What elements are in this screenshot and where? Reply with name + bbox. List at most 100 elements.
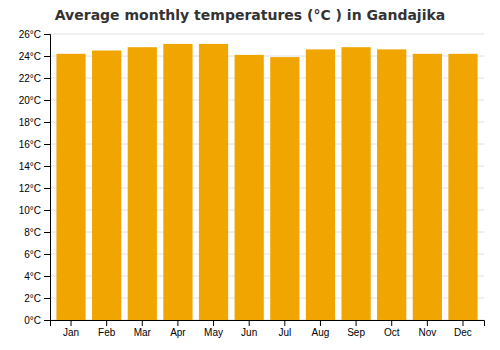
- tick-mark: [44, 210, 50, 211]
- tick-label: Jul: [278, 327, 291, 338]
- tick-mark: [44, 78, 50, 79]
- tick-label: Mar: [134, 327, 152, 338]
- chart: 0°C 2°C 4°C 6°C 8°C 10°C 12°C 14°C 16°C 18°C 20°C 2…: [0, 0, 500, 350]
- tick-mark: [391, 320, 392, 326]
- tick-label: Apr: [170, 327, 186, 338]
- tick: Aug: [312, 320, 330, 338]
- tick: Jul: [278, 320, 291, 338]
- tick: 2°C: [24, 293, 50, 304]
- tick-mark: [44, 56, 50, 57]
- tick-label: 0°C: [24, 315, 41, 326]
- tick-label: May: [204, 327, 223, 338]
- tick: Dec: [454, 320, 472, 338]
- bar: [92, 51, 121, 321]
- axis-line: [51, 321, 485, 327]
- axis-line: [44, 35, 51, 321]
- tick-label: 12°C: [19, 183, 41, 194]
- tick-label: Aug: [312, 327, 330, 338]
- tick: 6°C: [24, 249, 50, 260]
- tick-label: 20°C: [19, 95, 41, 106]
- tick-label: 24°C: [19, 51, 41, 62]
- tick: May: [204, 320, 223, 338]
- tick: 24°C: [19, 51, 50, 62]
- bar: [163, 44, 192, 320]
- bar: [341, 47, 370, 320]
- bar: [413, 54, 442, 320]
- bar: [270, 57, 299, 320]
- tick-mark: [44, 232, 50, 233]
- tick-mark: [213, 320, 214, 326]
- tick: Apr: [170, 320, 186, 338]
- tick-mark: [320, 320, 321, 326]
- tick-mark: [44, 166, 50, 167]
- tick: Jun: [241, 320, 257, 338]
- tick: 10°C: [19, 205, 50, 216]
- tick-label: 6°C: [24, 249, 41, 260]
- tick: Feb: [98, 320, 116, 338]
- bar: [128, 47, 157, 320]
- title: Average monthly temperatures (°C ) in Ga…: [55, 7, 445, 23]
- tick-label: Jun: [241, 327, 257, 338]
- tick: 26°C: [19, 29, 50, 40]
- tick-mark: [249, 320, 250, 326]
- tick-mark: [356, 320, 357, 326]
- bar: [306, 49, 335, 320]
- tick-mark: [462, 320, 463, 326]
- bar: [56, 54, 85, 320]
- tick-mark: [44, 320, 50, 321]
- grid: [50, 34, 484, 320]
- tick-label: Dec: [454, 327, 472, 338]
- tick-label: 4°C: [24, 271, 41, 282]
- tick-mark: [427, 320, 428, 326]
- y-axis: 0°C 2°C 4°C 6°C 8°C 10°C 12°C 14°C 16°C 18°C 20°C 2…: [19, 29, 51, 326]
- tick-mark: [177, 320, 178, 326]
- tick-label: Oct: [384, 327, 400, 338]
- tick-mark: [44, 34, 50, 35]
- tick: Oct: [384, 320, 400, 338]
- tick-label: Sep: [347, 327, 365, 338]
- tick: Nov: [418, 320, 436, 338]
- bars: [56, 44, 477, 320]
- bar: [448, 54, 477, 320]
- tick: 14°C: [19, 161, 50, 172]
- tick: 18°C: [19, 117, 50, 128]
- tick-mark: [142, 320, 143, 326]
- tick-mark: [71, 320, 72, 326]
- plot: 0°C 2°C 4°C 6°C 8°C 10°C 12°C 14°C 16°C 18°C 20°C 2…: [19, 29, 485, 338]
- tick-mark: [44, 276, 50, 277]
- tick-mark: [44, 298, 50, 299]
- tick-mark: [44, 188, 50, 189]
- bar: [199, 44, 228, 320]
- tick-label: 22°C: [19, 73, 41, 84]
- tick: Jan: [63, 320, 79, 338]
- tick-label: 2°C: [24, 293, 41, 304]
- tick: Mar: [134, 320, 152, 338]
- tick: 20°C: [19, 95, 50, 106]
- tick: 16°C: [19, 139, 50, 150]
- tick-mark: [284, 320, 285, 326]
- tick-label: Jan: [63, 327, 79, 338]
- grid-line: [50, 34, 484, 35]
- tick: 8°C: [24, 227, 50, 238]
- tick-label: 16°C: [19, 139, 41, 150]
- tick-mark: [44, 254, 50, 255]
- tick-label: Nov: [418, 327, 436, 338]
- tick: 0°C: [24, 315, 50, 326]
- tick-mark: [44, 100, 50, 101]
- tick: 22°C: [19, 73, 50, 84]
- tick-mark: [44, 144, 50, 145]
- tick-label: 8°C: [24, 227, 41, 238]
- tick-label: 26°C: [19, 29, 41, 40]
- bar: [377, 49, 406, 320]
- x-axis: Jan Feb Mar Apr May Jun Jul Aug Sep Oct Nov Dec: [51, 320, 485, 338]
- tick-label: 10°C: [19, 205, 41, 216]
- tick-label: 18°C: [19, 117, 41, 128]
- tick: Sep: [347, 320, 365, 338]
- tick-label: Feb: [98, 327, 116, 338]
- bar: [235, 55, 264, 320]
- tick-mark: [44, 122, 50, 123]
- tick-mark: [106, 320, 107, 326]
- tick: 12°C: [19, 183, 50, 194]
- tick-label: 14°C: [19, 161, 41, 172]
- tick: 4°C: [24, 271, 50, 282]
